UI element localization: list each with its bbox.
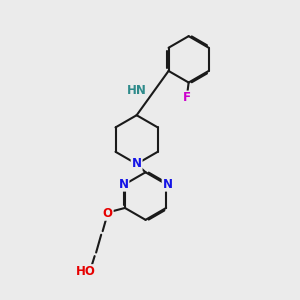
Text: N: N (163, 178, 172, 191)
Text: F: F (183, 92, 191, 104)
Text: N: N (118, 178, 128, 191)
Text: HN: HN (127, 84, 147, 97)
Text: HO: HO (76, 265, 96, 278)
Text: O: O (103, 207, 113, 220)
Text: N: N (132, 158, 142, 170)
